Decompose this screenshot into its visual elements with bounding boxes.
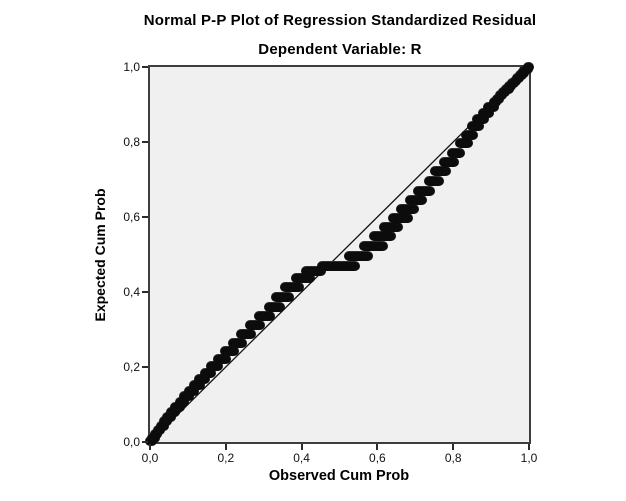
scatter-point-cluster [290,272,315,283]
x-tick-label: 0,4 [293,451,310,465]
scatter-point-cluster [439,156,459,167]
scatter-point-cluster [460,129,478,140]
y-axis-tick [142,366,148,368]
scatter-point-cluster [430,166,451,177]
scatter-point-cluster [359,241,388,252]
y-axis-label: Expected Cum Prob [92,188,108,322]
y-tick-label: 0,0 [123,435,140,449]
scatter-point-cluster [245,320,266,331]
scatter-point-cluster [343,250,373,261]
scatter-point-cluster [423,176,445,186]
x-tick-label: 0,0 [141,451,159,465]
scatter-point-cluster [369,231,396,242]
x-tick-label: 1,0 [520,451,538,465]
y-tick-label: 0,6 [123,210,140,224]
scatter-point-cluster [446,147,465,158]
x-axis-tick [452,444,455,450]
x-axis-tick [300,444,303,450]
x-tick-label: 0,6 [369,451,386,465]
y-axis-tick [142,141,148,143]
y-tick-label: 1,0 [123,60,140,74]
scatter-point-cluster [170,401,185,412]
y-axis-tick [142,291,148,293]
scatter-point-cluster [522,62,534,72]
y-tick-label: 0,4 [123,285,140,299]
scatter-point-cluster [317,260,360,271]
scatter-point-cluster [220,346,239,357]
x-tick-label: 0,8 [444,451,462,465]
chart-title: Normal P-P Plot of Regression Standardiz… [143,12,537,29]
scatter-point-cluster [455,138,473,149]
y-tick-label: 0,2 [123,360,140,374]
scatter-point-cluster [236,329,256,340]
scatter-point-cluster [396,204,420,215]
scatter-point-cluster [184,385,200,396]
scatter-point-cluster [279,282,304,293]
x-axis-label: Observed Cum Prob [268,468,410,484]
scatter-point-cluster [199,367,217,378]
x-axis-tick [376,444,379,450]
scatter-point-cluster [174,396,190,407]
x-axis-tick [224,444,227,450]
plot-area [142,62,534,450]
y-axis-tick [142,441,148,443]
y-tick-label: 0,8 [123,135,140,149]
scatter-point-cluster [477,107,494,118]
scatter-point-cluster [379,222,404,233]
chart-subtitle: Dependent Variable: R [258,41,422,58]
scatter-point-cluster [194,374,211,384]
scatter-point-cluster [405,195,427,206]
scatter-point-cluster [482,102,499,113]
scatter-point-cluster [228,338,248,348]
scatter-point-cluster [271,291,294,302]
x-axis-tick [528,444,530,450]
scatter-point-cluster [263,302,286,312]
scatter-point-cluster [188,380,205,390]
scatter-point-cluster [179,391,195,402]
y-axis-tick [142,216,148,218]
scatter-point-cluster [301,266,327,276]
x-axis-tick [149,444,151,450]
scatter-point-cluster [213,354,231,365]
scatter-point-cluster [472,114,489,125]
scatter-point-cluster [206,361,224,372]
scatter-point-cluster [467,120,485,131]
scatter-point-cluster [413,185,435,196]
scatter-point-cluster [254,311,276,322]
y-axis-tick [142,66,148,68]
scatter-point-cluster [388,213,414,224]
x-tick-label: 0,2 [217,451,235,465]
